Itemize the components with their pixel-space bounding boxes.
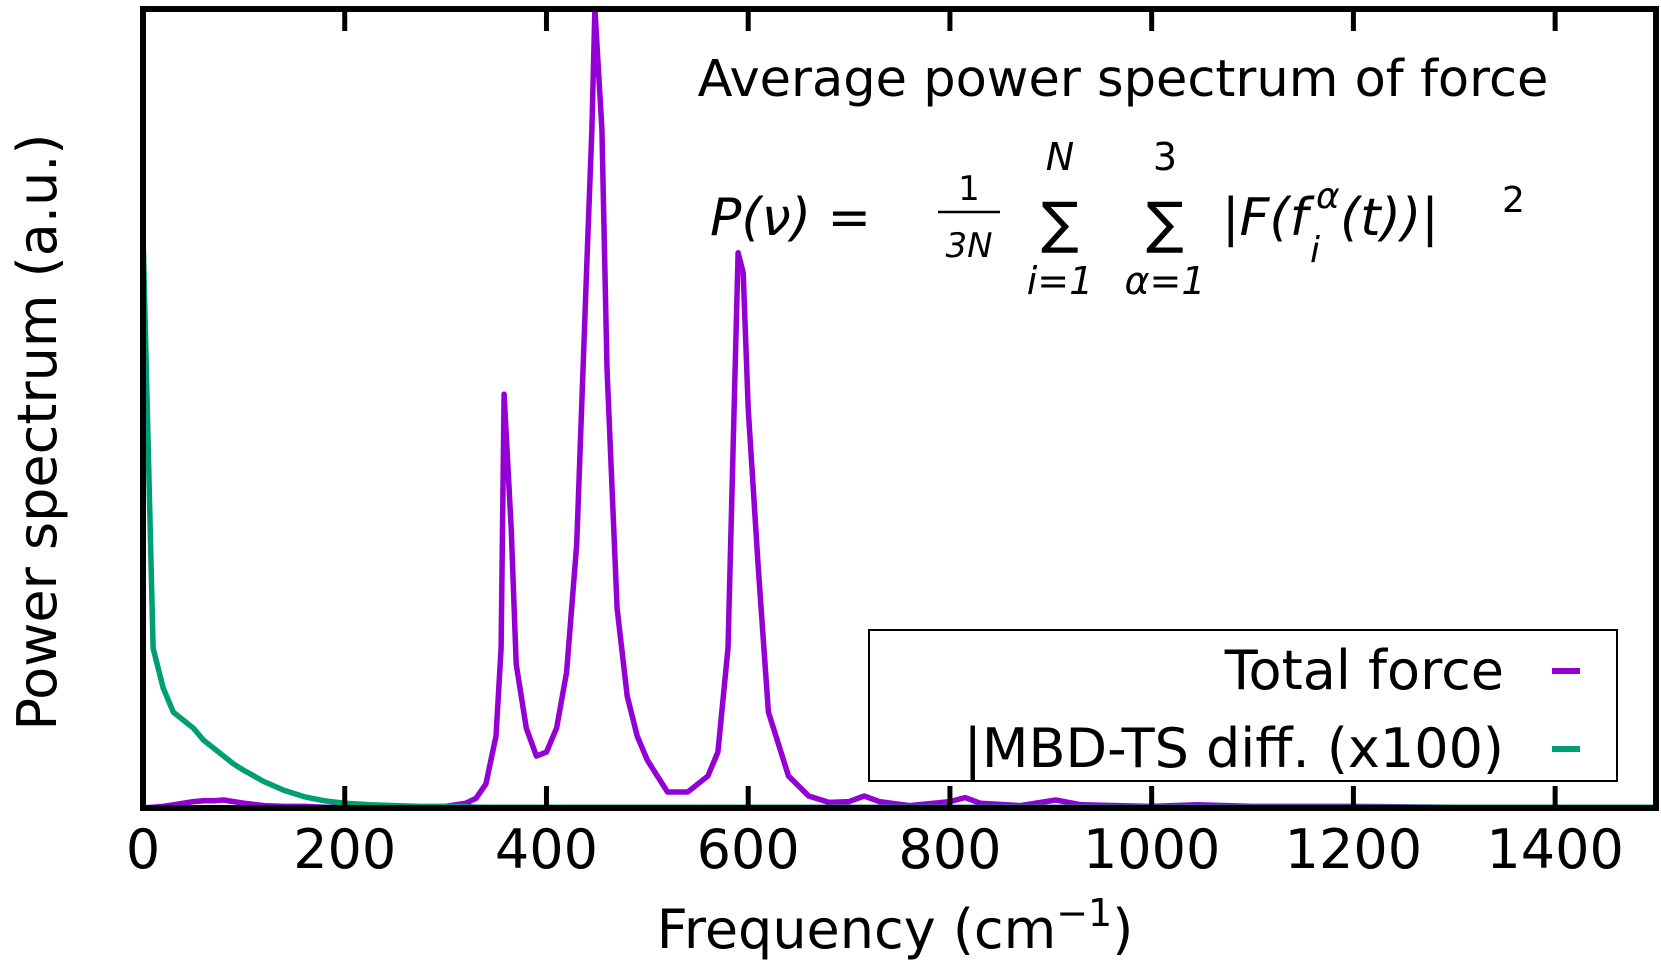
- formula-lhs: P(ν) =: [710, 188, 871, 248]
- x-label-sup: −1: [1056, 891, 1112, 935]
- legend-box: [868, 629, 1618, 782]
- x-axis-label: Frequency (cm−1): [657, 891, 1134, 961]
- x-label-end: ): [1112, 898, 1133, 961]
- formula: P(ν) = 1 3N ∑ N i=1 ∑ 3 α=1 |F(f α i (t)…: [710, 135, 1525, 303]
- x-tick-label: 1400: [1486, 818, 1623, 881]
- x-tick-label: 600: [697, 818, 800, 881]
- formula-power: 2: [1502, 180, 1525, 221]
- x-tick-label: 800: [898, 818, 1001, 881]
- sum-symbol: ∑: [1041, 191, 1079, 256]
- sum-top: 3: [1153, 135, 1177, 179]
- formula-sup: α: [1316, 176, 1340, 217]
- x-tick-label: 1200: [1285, 818, 1422, 881]
- chart-title: Average power spectrum of force: [698, 50, 1549, 109]
- formula-rhs: (t))|: [1340, 188, 1439, 248]
- formula-rhs: |F(f: [1222, 188, 1315, 248]
- sum-top: N: [1046, 135, 1074, 179]
- x-tick-label: 200: [293, 818, 396, 881]
- legend-label: Total force: [1224, 639, 1504, 702]
- sum-bottom: α=1: [1124, 259, 1205, 303]
- formula-sub: i: [1310, 230, 1320, 271]
- formula-num: 1: [958, 169, 980, 209]
- legend-label: |MBD-TS diff. (x100): [964, 717, 1504, 780]
- x-tick-label: 400: [495, 818, 598, 881]
- x-tick-label: 1000: [1083, 818, 1220, 881]
- plot-frame: [140, 6, 1659, 811]
- sum-bottom: i=1: [1027, 259, 1094, 303]
- y-axis-label: Power spectrum (a.u.): [6, 134, 69, 731]
- x-label-text: Frequency (cm: [657, 898, 1057, 961]
- formula-den: 3N: [945, 226, 992, 266]
- sum-symbol: ∑: [1146, 191, 1184, 256]
- x-tick-label: 0: [126, 818, 160, 881]
